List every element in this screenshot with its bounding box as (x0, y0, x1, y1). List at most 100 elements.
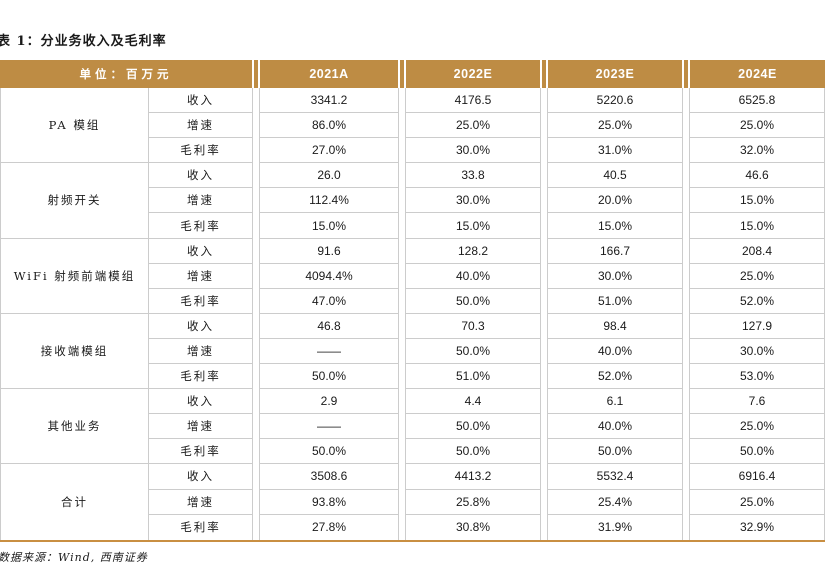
value-cell: 30.8% (406, 514, 540, 540)
value-cell: 208.4 (690, 238, 825, 264)
column-gap (252, 113, 260, 139)
column-gap (398, 188, 406, 214)
column-gap (398, 364, 406, 390)
value-cell: 30.0% (406, 138, 540, 164)
metric-label: 增速 (148, 414, 252, 440)
value-cell: 91.6 (260, 238, 398, 264)
metric-label: 收入 (148, 88, 252, 114)
metric-label: 毛利率 (148, 288, 252, 314)
value-cell: 50.0% (406, 439, 540, 465)
value-cell: 33.8 (406, 163, 540, 189)
value-cell: 46.8 (260, 313, 398, 339)
data-table: 单位：百万元 2021A 2022E 2023E 2024E PA 模组 收入 33… (0, 60, 825, 542)
column-gap (540, 489, 548, 515)
value-cell: 25.0% (690, 489, 825, 515)
column-gap (682, 313, 690, 339)
metric-label: 毛利率 (148, 439, 252, 465)
metric-label: 收入 (148, 464, 252, 490)
year-header-2024E: 2024E (690, 60, 825, 88)
column-gap (398, 489, 406, 515)
column-gap (252, 88, 260, 114)
value-cell: 27.8% (260, 514, 398, 540)
column-gap (682, 188, 690, 214)
column-gap (398, 313, 406, 339)
value-cell: 50.0% (406, 288, 540, 314)
value-cell: 4413.2 (406, 464, 540, 490)
column-gap (398, 88, 406, 114)
column-gap (252, 238, 260, 264)
column-gap (682, 88, 690, 114)
value-cell: 25.0% (690, 113, 825, 139)
column-gap (682, 138, 690, 164)
column-gap (252, 364, 260, 390)
column-gap (398, 514, 406, 540)
value-cell: 27.0% (260, 138, 398, 164)
value-cell: 51.0% (548, 288, 682, 314)
value-cell: 30.0% (690, 338, 825, 365)
column-gap (682, 439, 690, 465)
column-gap (398, 213, 406, 239)
value-cell: —— (260, 414, 398, 440)
metric-label: 增速 (148, 113, 252, 139)
column-gap (540, 88, 548, 114)
column-gap (682, 338, 690, 365)
unit-header-cell: 单位：百万元 (0, 60, 252, 88)
column-gap (252, 414, 260, 440)
value-cell: 127.9 (690, 313, 825, 339)
column-gap (540, 213, 548, 239)
column-gap (682, 263, 690, 289)
value-cell: 3508.6 (260, 464, 398, 490)
metric-label: 毛利率 (148, 213, 252, 239)
value-cell: 50.0% (260, 439, 398, 465)
value-cell: 26.0 (260, 163, 398, 189)
value-cell: 52.0% (548, 364, 682, 390)
value-cell: 52.0% (690, 288, 825, 314)
year-header-2023E: 2023E (548, 60, 682, 88)
value-cell: 15.0% (548, 213, 682, 239)
column-gap (540, 389, 548, 415)
column-gap (682, 213, 690, 239)
value-cell: 25.0% (406, 113, 540, 139)
column-gap (682, 113, 690, 139)
column-gap (398, 138, 406, 164)
column-gap (540, 263, 548, 289)
value-cell: 128.2 (406, 238, 540, 264)
column-gap (540, 163, 548, 189)
header-divider (252, 60, 260, 88)
header-divider (540, 60, 548, 88)
value-cell: 40.0% (406, 263, 540, 289)
value-cell: 30.0% (548, 263, 682, 289)
metric-label: 毛利率 (148, 364, 252, 390)
value-cell: 53.0% (690, 364, 825, 390)
column-gap (252, 163, 260, 189)
value-cell: 25.4% (548, 489, 682, 515)
column-gap (540, 288, 548, 314)
row-group-label: WiFi 射频前端模组 (0, 238, 148, 314)
column-gap (540, 514, 548, 540)
value-cell: 15.0% (406, 213, 540, 239)
value-cell: 5532.4 (548, 464, 682, 490)
value-cell: 50.0% (406, 414, 540, 440)
metric-label: 毛利率 (148, 514, 252, 540)
value-cell: —— (260, 338, 398, 365)
column-gap (252, 514, 260, 540)
metric-label: 增速 (148, 338, 252, 365)
column-gap (398, 263, 406, 289)
column-gap (540, 138, 548, 164)
column-gap (682, 389, 690, 415)
column-gap (398, 439, 406, 465)
metric-label: 增速 (148, 489, 252, 515)
value-cell: 93.8% (260, 489, 398, 515)
value-cell: 51.0% (406, 364, 540, 390)
value-cell: 25.0% (690, 414, 825, 440)
value-cell: 32.9% (690, 514, 825, 540)
metric-label: 收入 (148, 389, 252, 415)
value-cell: 70.3 (406, 313, 540, 339)
header-divider (398, 60, 406, 88)
column-gap (398, 163, 406, 189)
column-gap (540, 188, 548, 214)
value-cell: 6.1 (548, 389, 682, 415)
column-gap (682, 514, 690, 540)
column-gap (682, 414, 690, 440)
metric-label: 收入 (148, 313, 252, 339)
